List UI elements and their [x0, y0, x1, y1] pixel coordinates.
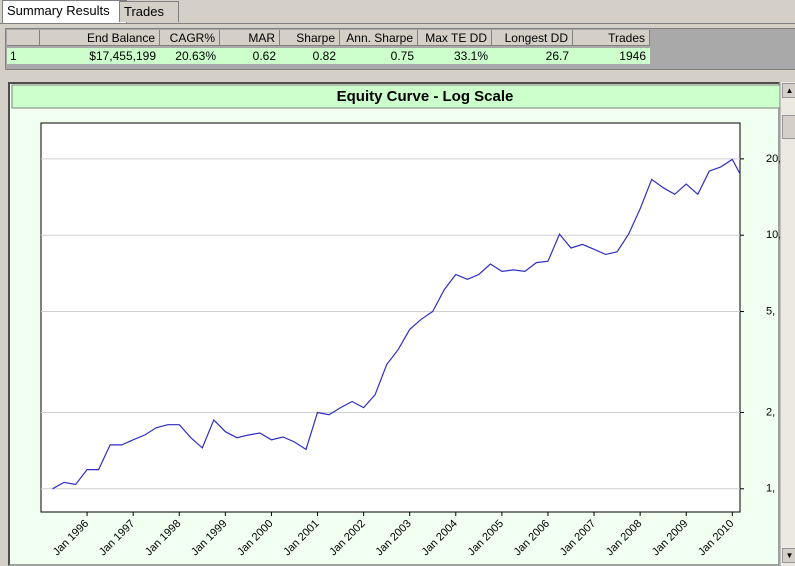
x-tick-label: Jan 1996	[51, 518, 91, 558]
header-cell: Sharpe	[280, 30, 340, 46]
y-tick-label: 1,	[766, 483, 775, 495]
header-cell: Max TE DD	[418, 30, 492, 46]
data-cell: 33.1%	[418, 48, 492, 64]
equity-line	[52, 158, 741, 490]
y-tick-label: 5,	[766, 305, 775, 317]
x-tick-label: Jan 2002	[327, 518, 367, 558]
x-tick-label: Jan 2003	[373, 518, 413, 558]
header-cell: Longest DD	[492, 30, 573, 46]
y-tick-label: 20,	[766, 153, 780, 165]
header-cell: Trades	[573, 30, 650, 46]
x-tick-label: Jan 2010	[696, 518, 736, 558]
scroll-down[interactable]: ▼	[782, 548, 795, 563]
data-cell: 0.62	[220, 48, 280, 64]
x-tick-label: Jan 1997	[97, 518, 137, 558]
tab[interactable]: Summary Results	[2, 0, 127, 23]
data-cell: 0.75	[340, 48, 418, 64]
y-tick-label: 10,	[766, 229, 780, 241]
x-tick-label: Jan 2008	[604, 518, 644, 558]
header-cell: Ann. Sharpe	[340, 30, 418, 46]
x-tick-label: Jan 2009	[650, 518, 690, 558]
header-cell: CAGR%	[160, 30, 220, 46]
y-tick-label: 2,	[766, 406, 775, 418]
x-tick-label: Jan 2006	[512, 518, 552, 558]
data-cell: 1946	[573, 48, 650, 64]
x-tick-label: Jan 1999	[189, 518, 229, 558]
data-cell: 20.63%	[160, 48, 220, 64]
header-cell	[7, 30, 40, 46]
data-cell: $17,455,199	[40, 48, 160, 64]
scroll-thumb[interactable]	[782, 115, 795, 139]
tab[interactable]: Trades	[119, 1, 179, 22]
x-tick-label: Jan 2007	[558, 518, 598, 558]
scroll-up[interactable]: ▲	[782, 83, 795, 98]
scrollbar[interactable]: ▲ ▼	[780, 82, 795, 566]
tab-divider	[0, 23, 795, 24]
data-cell: 1	[7, 48, 40, 64]
header-cell: End Balance	[40, 30, 160, 46]
x-tick-label: Jan 1998	[143, 518, 183, 558]
x-tick-label: Jan 2000	[235, 518, 275, 558]
chart-title: Equity Curve - Log Scale	[337, 88, 514, 105]
x-tick-label: Jan 2004	[419, 518, 459, 558]
data-cell: 0.82	[280, 48, 340, 64]
header-cell: MAR	[220, 30, 280, 46]
title-bar	[11, 84, 780, 109]
x-tick-label: Jan 2005	[466, 518, 506, 558]
plot-area	[40, 122, 741, 513]
x-tick-label: Jan 2001	[281, 518, 321, 558]
data-cell: 26.7	[492, 48, 573, 64]
